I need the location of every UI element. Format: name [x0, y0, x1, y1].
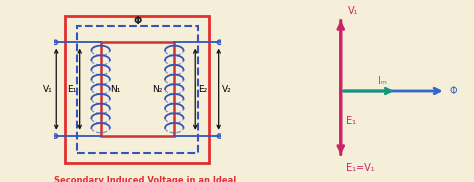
- Text: V₁: V₁: [43, 85, 53, 94]
- Bar: [100, 42, 174, 136]
- Text: Φ: Φ: [133, 15, 142, 25]
- Bar: [65, 15, 210, 163]
- Text: E₁: E₁: [67, 85, 76, 94]
- Text: N₁: N₁: [110, 85, 121, 94]
- Text: N₂: N₂: [152, 85, 163, 94]
- Text: E₁=V₁: E₁=V₁: [346, 163, 374, 173]
- Text: Iₘ: Iₘ: [378, 76, 387, 86]
- Bar: [77, 25, 198, 153]
- Text: V₁: V₁: [348, 6, 358, 16]
- Text: E₂: E₂: [199, 85, 208, 94]
- Text: Secondary Induced Voltage in an Ideal
Transformer: Secondary Induced Voltage in an Ideal Tr…: [54, 176, 236, 182]
- Text: Φ: Φ: [449, 86, 457, 96]
- Text: V₂: V₂: [222, 85, 232, 94]
- Text: E₁: E₁: [346, 116, 356, 126]
